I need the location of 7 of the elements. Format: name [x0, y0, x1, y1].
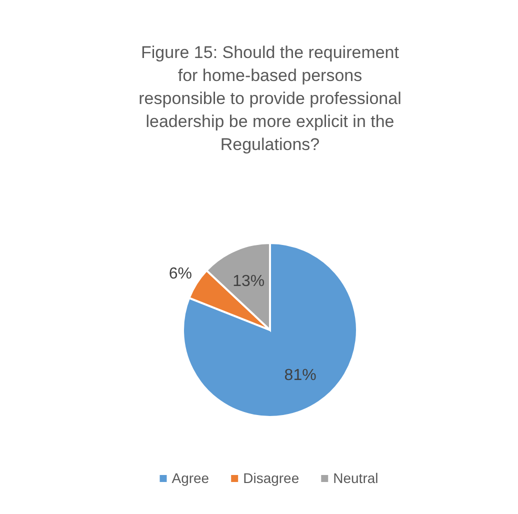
data-label: 81%	[284, 367, 316, 384]
chart-title: Figure 15: Should the requirement for home-based persons responsible to provide professional leadership be more explicit in the Regulations?	[138, 43, 402, 154]
data-label: 13%	[232, 273, 265, 290]
legend-label: Neutral	[333, 470, 378, 486]
data-label: 6%	[168, 266, 192, 283]
legend-label: Disagree	[243, 470, 300, 486]
legend-label: Agree	[172, 470, 210, 486]
